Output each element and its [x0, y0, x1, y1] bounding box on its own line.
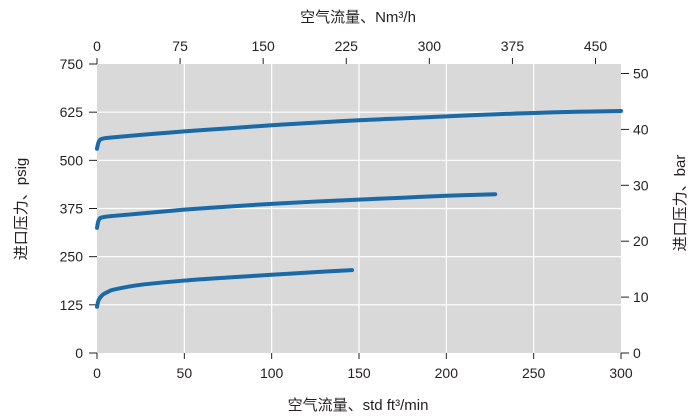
- y2-tick-label: 50: [633, 66, 649, 82]
- x2-tick-label: 225: [335, 38, 359, 54]
- x-tick-label: 200: [435, 365, 459, 381]
- right-axis-title: 进口压力、bar: [672, 155, 689, 252]
- y-tick-label: 750: [60, 56, 84, 72]
- x-tick-label: 300: [609, 365, 633, 381]
- left-axis-title: 进口压力、psig: [13, 158, 30, 261]
- series-line-2: [95, 192, 498, 230]
- y2-tick-label: 30: [633, 177, 649, 193]
- x-tick-label: 0: [93, 365, 101, 381]
- x-tick-label: 150: [347, 365, 371, 381]
- series-line-3: [95, 268, 355, 309]
- x-tick-label: 100: [260, 365, 284, 381]
- y2-tick-label: 0: [633, 345, 641, 361]
- y2-tick-label: 20: [633, 233, 649, 249]
- series-line-1: [95, 109, 623, 151]
- x-tick-label: 250: [522, 365, 546, 381]
- data-series: [95, 109, 623, 309]
- x2-tick-label: 300: [418, 38, 442, 54]
- x-tick-label: 50: [177, 365, 193, 381]
- y-tick-label: 500: [60, 152, 84, 168]
- x2-tick-label: 0: [93, 38, 101, 54]
- x2-tick-label: 450: [584, 38, 608, 54]
- x2-tick-label: 150: [251, 38, 275, 54]
- y-tick-label: 125: [60, 297, 84, 313]
- x2-tick-label: 375: [501, 38, 525, 54]
- y2-tick-label: 10: [633, 289, 649, 305]
- y2-tick-label: 40: [633, 121, 649, 137]
- x2-tick-label: 75: [172, 38, 188, 54]
- y-tick-label: 375: [60, 201, 84, 217]
- y-tick-label: 250: [60, 249, 84, 265]
- y-tick-label: 625: [60, 104, 84, 120]
- y-tick-label: 0: [75, 345, 83, 361]
- bottom-axis-title: 空气流量、std ft³/min: [288, 397, 429, 414]
- top-axis-title: 空气流量、Nm³/h: [300, 9, 416, 26]
